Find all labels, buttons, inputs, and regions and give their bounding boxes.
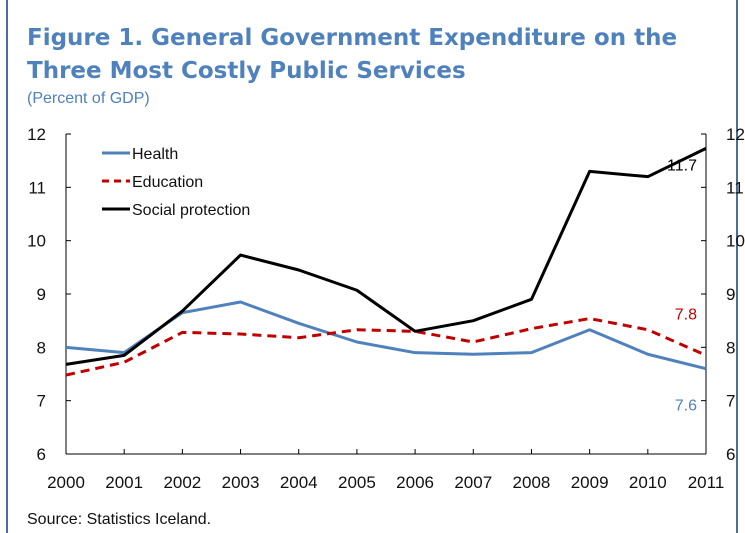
x-tick-label: 2008 bbox=[513, 473, 551, 492]
y-tick-label-left: 6 bbox=[37, 445, 46, 464]
y-tick-label-right: 12 bbox=[726, 125, 745, 144]
x-tick-label: 2010 bbox=[629, 473, 667, 492]
figure-subtitle: (Percent of GDP) bbox=[27, 90, 150, 107]
x-tick-label: 2006 bbox=[396, 473, 434, 492]
x-tick-label: 2005 bbox=[338, 473, 376, 492]
end-label-social-protection: 11.7 bbox=[667, 157, 697, 174]
y-tick-label-left: 10 bbox=[27, 232, 46, 251]
x-tick-label: 2002 bbox=[163, 473, 201, 492]
y-tick-label-left: 12 bbox=[27, 125, 46, 144]
legend-label-health: Health bbox=[132, 146, 178, 163]
y-tick-label-right: 6 bbox=[726, 445, 735, 464]
series-line-social-protection bbox=[65, 147, 707, 366]
figure-source: Source: Statistics Iceland. bbox=[27, 511, 212, 528]
y-tick-label-right: 11 bbox=[726, 178, 744, 197]
y-tick-label-right: 7 bbox=[726, 392, 735, 411]
figure-frame bbox=[6, 0, 738, 533]
y-tick-label-left: 7 bbox=[37, 392, 46, 411]
y-tick-label-left: 8 bbox=[37, 338, 46, 357]
x-tick-label: 2007 bbox=[454, 473, 492, 492]
end-label-education: 7.8 bbox=[675, 306, 697, 323]
x-tick-label: 2011 bbox=[688, 473, 725, 492]
y-tick-label-left: 11 bbox=[28, 178, 46, 197]
y-tick-label-left: 9 bbox=[37, 285, 46, 304]
x-tick-label: 2003 bbox=[222, 473, 260, 492]
x-tick-label: 2000 bbox=[47, 473, 85, 492]
figure-title: Figure 1. General Government Expenditure… bbox=[27, 25, 678, 84]
chart-legend: Health Education Social protection bbox=[102, 146, 250, 219]
series-layer bbox=[65, 147, 707, 377]
y-tick-label-right: 10 bbox=[726, 232, 745, 251]
legend-label-education: Education bbox=[132, 174, 203, 191]
legend-label-social-protection: Social protection bbox=[132, 202, 250, 219]
x-tick-label: 2009 bbox=[571, 473, 609, 492]
x-tick-label: 2001 bbox=[105, 473, 143, 492]
y-tick-label-right: 9 bbox=[726, 285, 735, 304]
y-tick-label-right: 8 bbox=[726, 338, 735, 357]
chart-annotations: 11.7 7.8 7.6 bbox=[667, 157, 697, 414]
chart-axes: 6 6 7 7 8 8 9 9 10 10 11 11 12 12 2000 2001 2002 2003 2004… bbox=[27, 125, 745, 492]
series-line-education bbox=[65, 317, 707, 377]
x-tick-label: 2004 bbox=[280, 473, 318, 492]
end-label-health: 7.6 bbox=[675, 398, 697, 415]
